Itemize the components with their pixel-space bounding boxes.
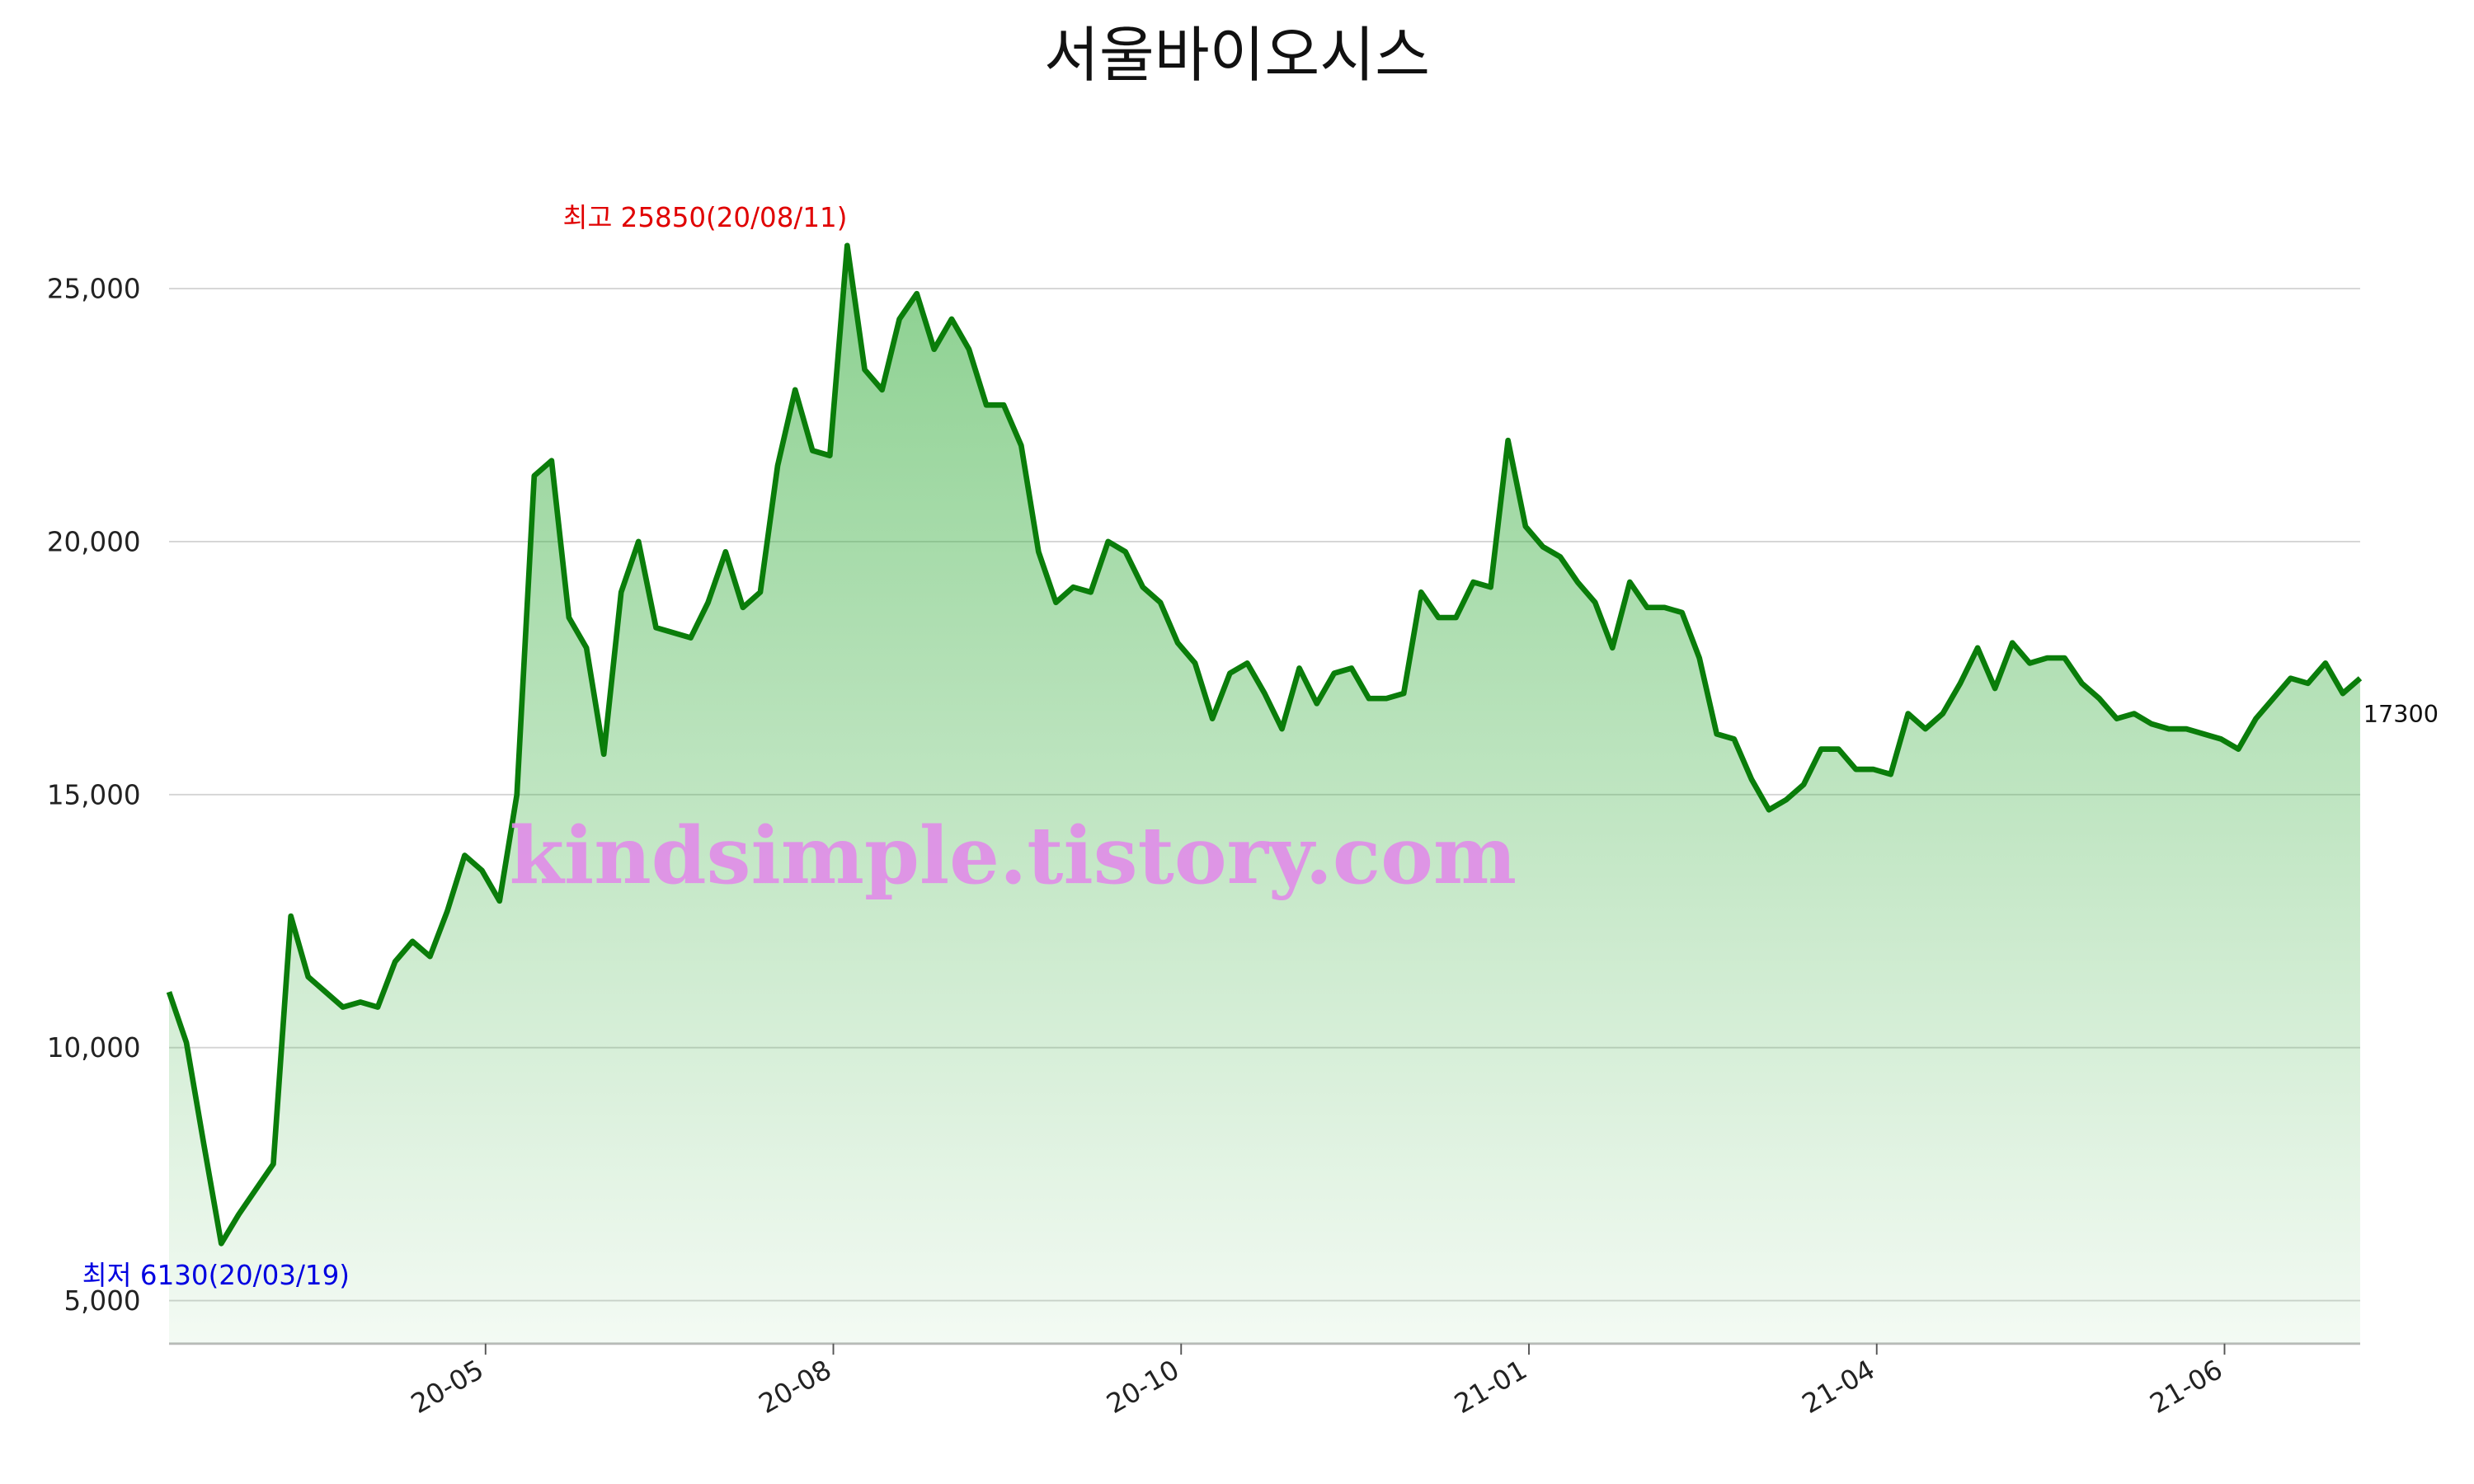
x-tick-label: 20-05 [406,1354,489,1420]
x-tick-label: 21-01 [1449,1354,1532,1420]
x-tick-label: 21-06 [2145,1354,2228,1420]
y-tick-label: 5,000 [64,1285,141,1317]
y-tick-label: 20,000 [47,526,141,557]
chart-title: 서울바이오시스 [1044,21,1430,91]
min-annotation: 최저 6130(20/03/19) [82,1260,350,1291]
area [168,245,2360,1344]
y-tick-label: 15,000 [47,779,141,810]
watermark: kindsimple.tistory.com [510,809,1517,902]
y-tick-label: 25,000 [47,274,141,305]
y-tick-label: 10,000 [47,1032,141,1064]
x-tick-label: 20-08 [754,1354,837,1420]
last-value-label: 17300 [2363,700,2439,728]
x-tick-label: 21-04 [1797,1354,1880,1420]
line [166,242,2363,1247]
max-annotation: 최고 25850(20/08/11) [563,202,848,233]
x-tick-label: 20-10 [1101,1354,1184,1420]
